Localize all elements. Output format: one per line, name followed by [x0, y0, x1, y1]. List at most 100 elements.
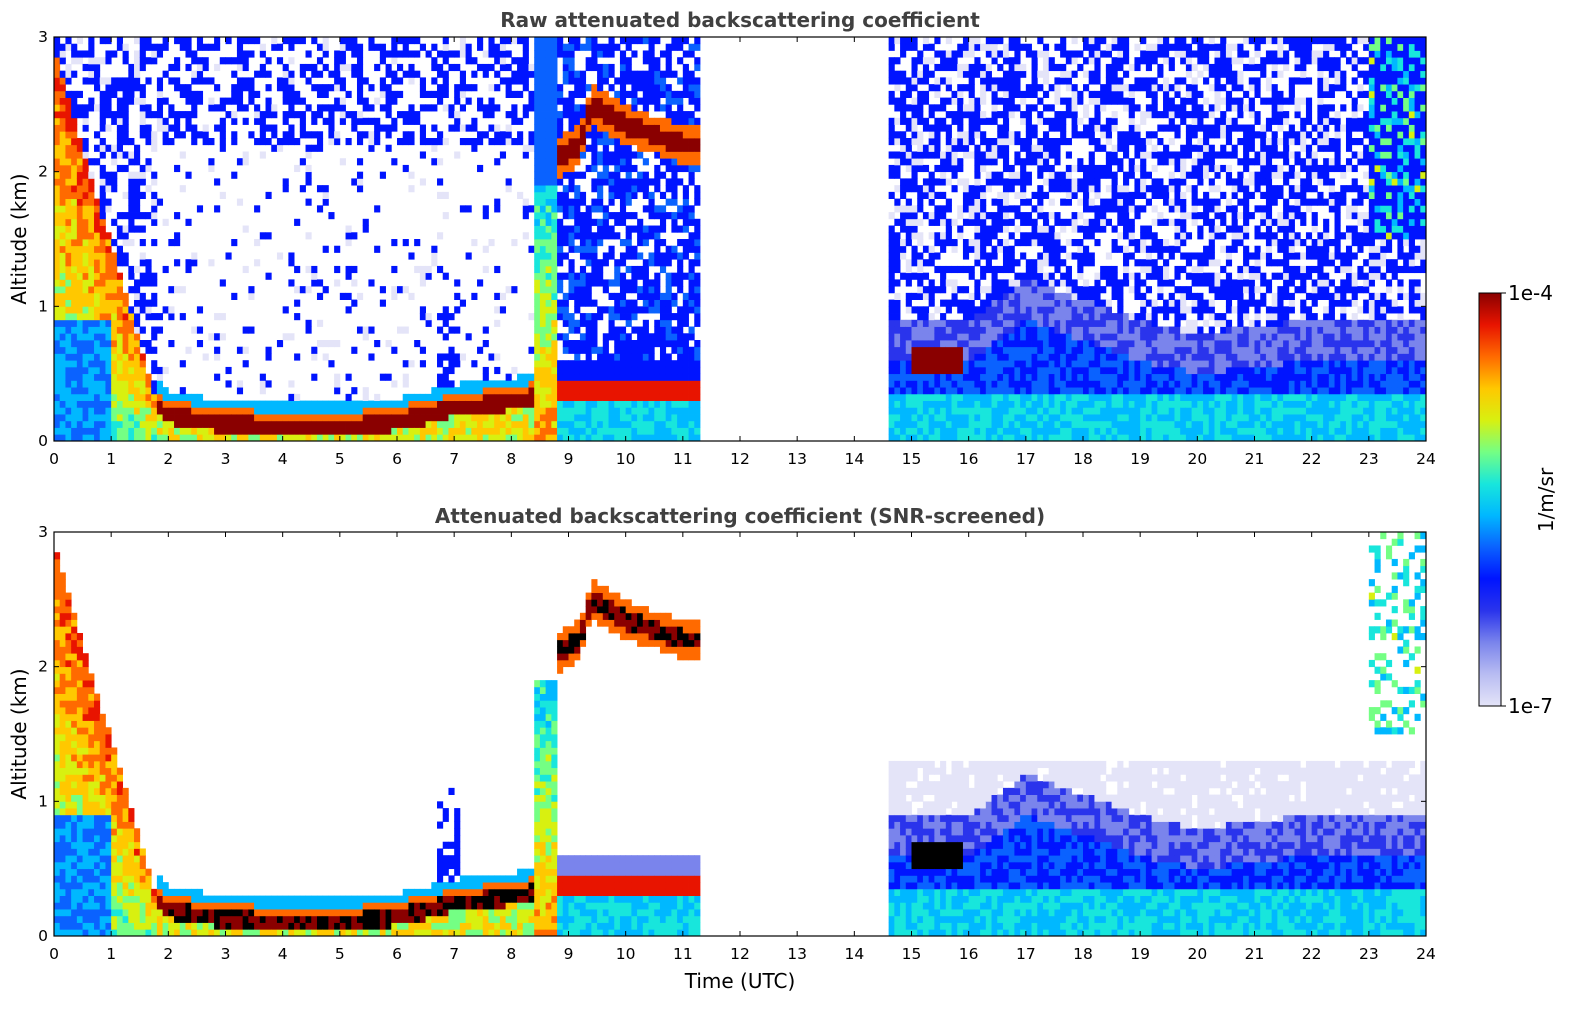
heatmap-cell — [574, 326, 581, 334]
heatmap-cell — [122, 353, 129, 361]
heatmap-cell — [539, 333, 547, 341]
heatmap-cell — [677, 313, 684, 321]
heatmap-cell — [682, 299, 689, 307]
heatmap-cell — [951, 265, 958, 274]
heatmap-cell — [156, 393, 164, 401]
heatmap-cell — [631, 265, 638, 274]
heatmap-cell — [579, 77, 587, 85]
heatmap-cell — [608, 407, 615, 415]
heatmap-cell — [574, 111, 581, 119]
heatmap-cell — [940, 50, 947, 58]
heatmap-cell — [99, 245, 106, 253]
heatmap-cell — [625, 191, 632, 199]
heatmap-cell — [534, 400, 541, 408]
heatmap-cell — [305, 164, 312, 173]
heatmap-cell — [316, 43, 324, 51]
heatmap-cell — [1020, 111, 1027, 119]
heatmap-cell — [905, 272, 912, 280]
heatmap-cell — [968, 70, 975, 78]
heatmap-cell — [642, 333, 649, 341]
heatmap-cell — [162, 218, 169, 226]
heatmap-cell — [76, 286, 83, 294]
heatmap-cell — [654, 70, 661, 78]
heatmap-cell — [888, 400, 895, 408]
heatmap-cell — [1025, 90, 1032, 98]
heatmap-cell — [431, 104, 438, 112]
heatmap-cell — [968, 414, 975, 422]
heatmap-cell — [928, 138, 935, 146]
heatmap-cell — [625, 185, 632, 193]
heatmap-cell — [379, 57, 386, 65]
heatmap-cell — [65, 333, 72, 341]
heatmap-cell — [974, 104, 981, 112]
heatmap-cell — [116, 37, 123, 45]
heatmap-cell — [151, 400, 158, 408]
heatmap-cell — [185, 434, 192, 441]
heatmap-cell — [1042, 225, 1050, 233]
heatmap-cell — [1031, 70, 1038, 78]
heatmap-cell — [442, 407, 449, 415]
heatmap-cell — [276, 407, 284, 415]
heatmap-cell — [654, 171, 661, 179]
heatmap-cell — [574, 37, 581, 45]
heatmap-cell — [888, 212, 895, 220]
heatmap-cell — [900, 427, 907, 435]
heatmap-cell — [494, 138, 501, 146]
heatmap-cell — [105, 346, 112, 354]
heatmap-cell — [579, 232, 587, 240]
heatmap-cell — [1037, 366, 1044, 375]
heatmap-cell — [202, 131, 209, 139]
heatmap-cell — [122, 138, 129, 146]
heatmap-cell — [917, 164, 924, 173]
heatmap-cell — [608, 158, 615, 166]
heatmap-cell — [688, 326, 695, 334]
heatmap-cell — [128, 70, 135, 78]
heatmap-cell — [162, 387, 169, 395]
heatmap-cell — [911, 171, 918, 179]
heatmap-cell — [105, 111, 112, 119]
heatmap-cell — [94, 239, 101, 247]
heatmap-cell — [985, 346, 992, 354]
heatmap-cell — [1037, 198, 1044, 206]
heatmap-cell — [659, 340, 667, 348]
heatmap-cell — [54, 111, 61, 119]
heatmap-cell — [568, 393, 575, 401]
heatmap-cell — [351, 279, 358, 287]
heatmap-cell — [917, 252, 924, 260]
heatmap-cell — [334, 84, 341, 92]
heatmap-cell — [397, 111, 404, 119]
heatmap-cell — [637, 360, 644, 368]
heatmap-cell — [574, 366, 581, 375]
heatmap-cell — [71, 158, 78, 166]
heatmap-cell — [648, 400, 655, 408]
heatmap-cell — [414, 434, 421, 441]
heatmap-cell — [397, 400, 404, 408]
heatmap-cell — [356, 84, 364, 92]
heatmap-cell — [139, 434, 146, 441]
heatmap-cell — [997, 97, 1004, 105]
heatmap-cell — [54, 124, 61, 132]
heatmap-cell — [94, 427, 101, 435]
heatmap-cell — [665, 50, 672, 58]
heatmap-cell — [1020, 279, 1027, 287]
heatmap-cell — [957, 340, 964, 348]
heatmap-cell — [94, 353, 101, 361]
heatmap-cell — [677, 37, 684, 45]
heatmap-cell — [59, 252, 66, 260]
heatmap-cell — [242, 57, 249, 65]
heatmap-cell — [82, 265, 89, 274]
heatmap-cell — [1037, 279, 1044, 287]
heatmap-cell — [534, 380, 541, 388]
heatmap-cell — [551, 407, 558, 415]
heatmap-cell — [608, 131, 615, 139]
heatmap-cell — [557, 198, 564, 206]
heatmap-cell — [688, 420, 695, 428]
heatmap-cell — [894, 326, 901, 334]
heatmap-cell — [962, 185, 970, 193]
heatmap-cell — [985, 212, 992, 220]
heatmap-cell — [402, 420, 409, 428]
heatmap-cell — [59, 239, 66, 247]
heatmap-cell — [694, 117, 701, 125]
heatmap-cell — [974, 366, 981, 375]
heatmap-cell — [356, 77, 364, 85]
